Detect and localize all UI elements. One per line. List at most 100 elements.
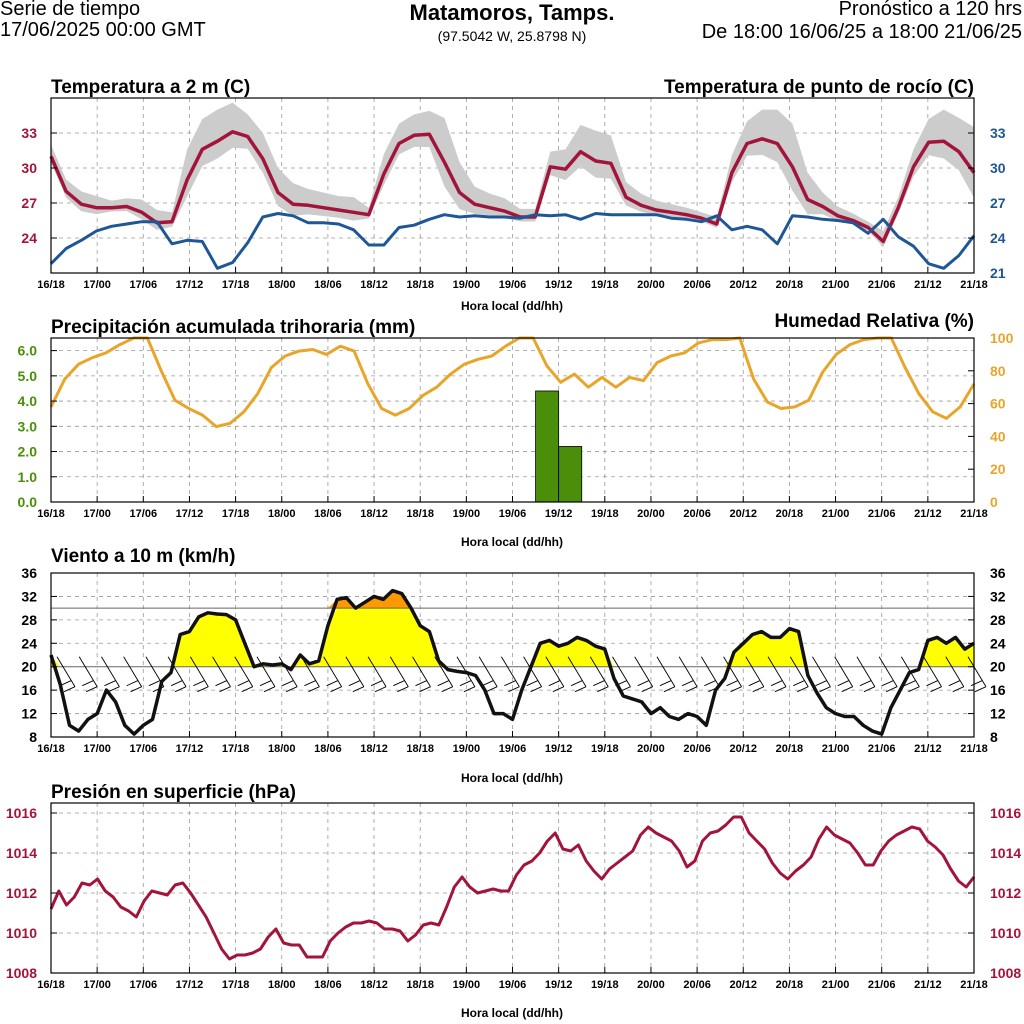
wind-barb-flag <box>237 680 249 687</box>
press-x-tick-label: 18/00 <box>268 979 296 991</box>
precip-x-tick-label: 18/12 <box>360 508 388 520</box>
precip-x-tick-label: 19/12 <box>545 508 573 520</box>
wind-barb-flag <box>797 686 809 693</box>
wind-barb <box>323 656 343 687</box>
wind-barb <box>278 656 298 687</box>
wind-barb <box>656 656 676 687</box>
wind-y-tick-label: 28 <box>21 612 37 628</box>
wind-barb <box>967 656 987 687</box>
wind-barb-flag <box>770 680 783 687</box>
wind-barb <box>234 656 254 687</box>
temp-panel: 16/18 17/00 17/06 17/12 17/18 18/00 18/06 18/12… <box>21 97 1006 291</box>
rh-y-tick-label-right: 40 <box>990 428 1006 444</box>
wind-barb <box>367 656 387 687</box>
temp-y-tick-label: 33 <box>21 125 37 141</box>
wind-barb-flag <box>863 686 876 693</box>
wind-barb-flag <box>82 680 94 687</box>
wind-panel-title: Viento a 10 m (km/h) <box>51 546 235 567</box>
wind-x-tick-label: 17/00 <box>83 743 111 755</box>
wind-barb-flag <box>597 686 609 693</box>
location-coords: (97.5042 W, 25.8798 N) <box>437 28 587 44</box>
wind-barb <box>523 656 542 687</box>
wind-barb <box>212 656 231 687</box>
wind-barb <box>56 656 76 687</box>
wind-barb-flag <box>459 680 472 687</box>
wind-barb-flag <box>837 680 849 687</box>
wind-y-tick-label-right: 20 <box>990 659 1006 675</box>
press-x-tick-label: 21/18 <box>960 979 988 991</box>
precip-x-tick-label: 16/18 <box>37 508 65 520</box>
precip-panel-title: Precipitación acumulada trihoraria (mm) <box>51 317 415 338</box>
temp-x-tick-label: 21/12 <box>914 279 942 291</box>
precip-y-tick-label: 0.0 <box>18 494 38 510</box>
precip-rh-panel: 16/18 17/00 17/06 17/12 17/18 18/00 18/06 18/12… <box>18 330 1014 520</box>
wind-x-tick-label: 18/00 <box>268 743 296 755</box>
wind-barb-flag <box>659 680 672 687</box>
wind-x-tick-label: 21/06 <box>868 743 896 755</box>
precip-x-tick-label: 17/18 <box>222 508 250 520</box>
precip-x-axis-label: Hora local (dd/hh) <box>461 535 563 549</box>
wind-barb-flag <box>370 680 383 687</box>
wind-barb-flag <box>948 680 960 687</box>
precip-x-tick-label: 21/00 <box>822 508 850 520</box>
temp-x-tick-label: 18/12 <box>360 279 388 291</box>
wind-barb <box>812 656 831 687</box>
precip-x-tick-label: 21/18 <box>960 508 988 520</box>
wind-barb-flag <box>193 680 205 687</box>
press-x-tick-label: 18/12 <box>360 979 388 991</box>
wind-barb <box>878 656 898 687</box>
wind-barb-flag <box>108 686 120 693</box>
temp-y-tick-label: 24 <box>21 230 37 246</box>
wind-barb <box>678 656 698 687</box>
press-x-tick-label: 19/12 <box>545 979 573 991</box>
precip-frame <box>50 337 975 503</box>
rh-panel-title: Humedad Relativa (%) <box>774 311 974 332</box>
wind-barb-flag <box>393 680 405 687</box>
wind-barb-flag <box>219 686 231 693</box>
wind-barb <box>789 656 809 687</box>
wind-barb-flag <box>215 680 227 687</box>
press-y-tick-label-right: 1012 <box>990 885 1021 901</box>
wind-barb-flag <box>308 686 320 693</box>
rh-y-tick-label-right: 20 <box>990 461 1006 477</box>
wind-barb <box>256 656 276 687</box>
wind-barb-flag <box>704 680 716 687</box>
dew-line <box>49 212 976 270</box>
press-x-tick-label: 20/18 <box>776 979 804 991</box>
wind-y-tick-label: 32 <box>21 588 37 604</box>
wind-barb <box>123 656 143 687</box>
temp-x-tick-label: 17/06 <box>130 279 158 291</box>
wind-barb-flag <box>793 680 805 687</box>
press-x-tick-label: 17/06 <box>130 979 158 991</box>
wind-y-tick-label-right: 36 <box>990 565 1006 581</box>
precip-x-tick-label: 20/18 <box>776 508 804 520</box>
precip-y-tick-label: 3.0 <box>18 418 38 434</box>
wind-y-tick-label-right: 24 <box>990 635 1006 651</box>
temp-frame <box>50 97 975 274</box>
wind-barb <box>545 656 565 687</box>
temp-x-tick-label: 19/18 <box>591 279 619 291</box>
wind-barb-flag <box>926 680 938 687</box>
wind-y-tick-label-right: 16 <box>990 682 1006 698</box>
wind-barb-flag <box>841 686 853 693</box>
rh-y-tick-label-right: 60 <box>990 396 1006 412</box>
wind-y-tick-label-right: 28 <box>990 612 1006 628</box>
wind-barb <box>834 656 854 687</box>
wind-barb-flag <box>63 686 76 693</box>
wind-barb-flag <box>530 686 542 693</box>
wind-barb-flag <box>819 686 831 693</box>
wind-barb-flag <box>441 686 453 693</box>
press-y-tick-label-right: 1014 <box>990 845 1021 861</box>
wind-barb-flag <box>752 686 764 693</box>
temp-x-tick-label: 20/12 <box>729 279 757 291</box>
wind-x-tick-label: 20/18 <box>776 743 804 755</box>
wind-y-tick-label: 24 <box>21 635 37 651</box>
precip-x-tick-label: 21/06 <box>868 508 896 520</box>
precip-bar <box>558 446 583 503</box>
wind-y-tick-label: 20 <box>21 659 37 675</box>
precip-x-tick-label: 17/12 <box>176 508 204 520</box>
pressure-panel-title: Presión en superficie (hPa) <box>51 782 296 803</box>
wind-barb-flag <box>881 680 894 687</box>
wind-barb-flag <box>748 680 760 687</box>
